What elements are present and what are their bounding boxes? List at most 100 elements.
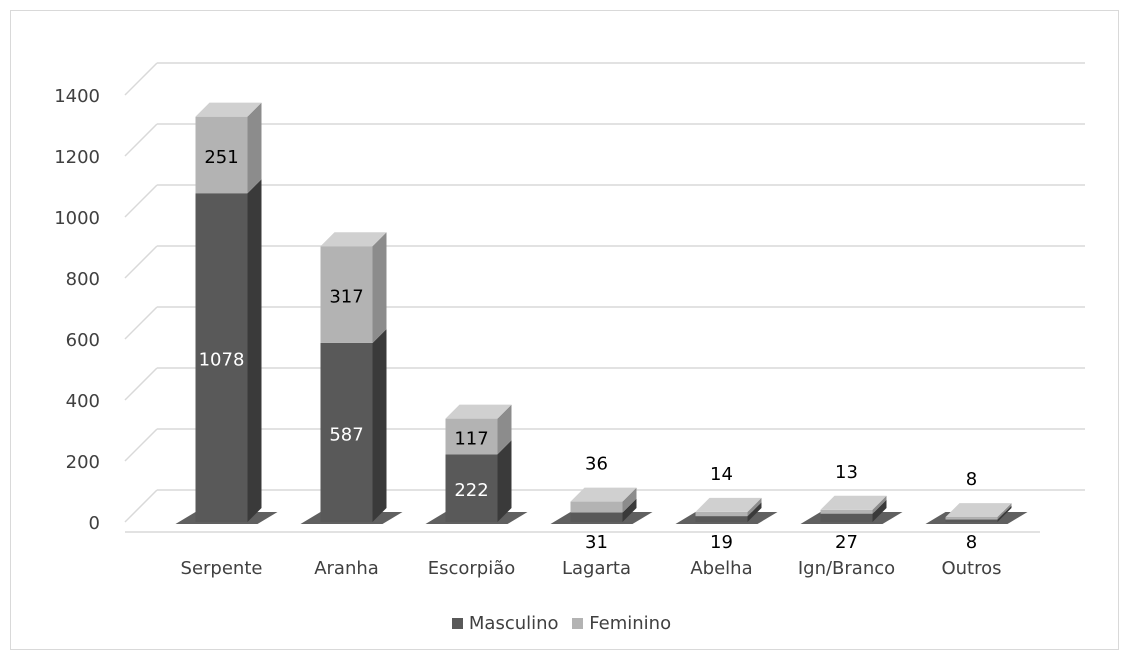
bar-feminino-serpente (195, 102, 262, 194)
bar-feminino-abelha-side (747, 497, 762, 517)
bar-feminino-outros-front (945, 517, 998, 520)
bar-masculino-escorpiao (445, 440, 512, 522)
bar-masculino-abelha-side (747, 502, 762, 522)
bar-masculino-outros-front (945, 519, 998, 522)
legend: Masculino Feminino (0, 613, 1123, 634)
data-label-masculino-serpente: 1078 (199, 350, 245, 371)
bar-feminino-serpente-front (195, 116, 248, 194)
bar-feminino-outros-top (945, 503, 1012, 518)
y-tick-label: 1000 (54, 208, 100, 229)
x-tick-label-aranha: Aranha (314, 558, 379, 579)
bar-masculino-escorpiao-side (497, 440, 512, 522)
bar-masculino-ign-branco (820, 499, 887, 522)
legend-item-masculino: Masculino (451, 613, 559, 634)
bar-masculino-ign-branco-side (872, 499, 887, 522)
bar-feminino-outros (945, 503, 1012, 520)
data-label-masculino-aranha: 587 (329, 424, 363, 445)
bar-feminino-abelha-top (695, 497, 762, 512)
bar-feminino-serpente-top (195, 102, 262, 117)
bar-masculino-outros (945, 505, 1012, 522)
bar-masculino-abelha (695, 502, 762, 522)
bar-feminino-lagarta-side (622, 487, 637, 513)
bar-masculino-lagarta (570, 498, 637, 522)
data-labels: 1078 251 587 317 222 117 31 36 19 14 27 13 8 8 (199, 147, 978, 553)
bar-feminino-aranha-side (372, 232, 387, 343)
bar-masculino-serpente-front (195, 193, 248, 522)
y-tick-label: 0 (89, 513, 100, 534)
bar-feminino-aranha-top (320, 232, 387, 247)
data-label-masculino-escorpiao: 222 (454, 480, 488, 501)
bar-masculino-lagarta-side (622, 498, 637, 522)
y-tick-label: 400 (66, 391, 100, 412)
x-tick-label-escorpiao: Escorpião (428, 558, 516, 579)
x-axis: Serpente Aranha Escorpião Lagarta Abelha Ign/… (181, 558, 1002, 579)
y-tick-label: 200 (66, 452, 100, 473)
gridline-slant (124, 428, 158, 462)
bar-feminino-abelha-front (695, 511, 748, 517)
gridline-slant (124, 306, 158, 340)
y-tick-label: 1200 (54, 147, 100, 168)
data-label-feminino-ign-branco: 13 (835, 462, 858, 483)
bar-feminino-aranha-front (320, 246, 373, 343)
data-label-masculino-abelha: 19 (710, 532, 733, 553)
bar-feminino-abelha (695, 497, 762, 517)
legend-label-feminino: Feminino (589, 613, 672, 634)
bar-feminino-ign-branco (820, 495, 887, 514)
x-tick-label-lagarta: Lagarta (562, 558, 631, 579)
chart-frame (10, 10, 1119, 650)
stacked-3d-bar-chart: 0 200 400 600 800 1000 1200 1400 Serpente Aranha… (54, 62, 1085, 579)
data-label-feminino-escorpiao: 117 (454, 428, 488, 449)
bar-feminino-escorpiao (445, 404, 512, 455)
bar-masculino-serpente-side (247, 179, 262, 522)
data-label-feminino-outros: 8 (966, 469, 977, 490)
data-label-feminino-abelha: 14 (710, 464, 733, 485)
bar-masculino-escorpiao-front (445, 454, 498, 522)
gridline-slant (124, 489, 158, 523)
bar-masculino-outros-side (997, 505, 1012, 522)
legend-swatch-feminino (572, 618, 584, 629)
gridline-slant (124, 184, 158, 218)
legend-swatch-masculino (451, 618, 463, 629)
data-label-feminino-serpente: 251 (204, 147, 238, 168)
data-label-feminino-aranha: 317 (329, 287, 363, 308)
data-label-masculino-ign-branco: 27 (835, 532, 858, 553)
data-label-masculino-lagarta: 31 (585, 532, 608, 553)
y-tick-label: 600 (66, 330, 100, 351)
gridline-slant (124, 62, 158, 96)
gridline-slant (124, 367, 158, 401)
legend-item-feminino: Feminino (572, 613, 671, 634)
y-tick-label: 800 (66, 269, 100, 290)
bar-masculino-aranha-front (320, 342, 373, 522)
bar-feminino-lagarta-front (570, 501, 623, 513)
bar-feminino-outros-side (997, 503, 1012, 520)
gridlines (124, 62, 1085, 523)
gridline-slant (124, 245, 158, 279)
bar-feminino-serpente-side (247, 102, 262, 194)
bar-feminino-ign-branco-front (820, 509, 873, 514)
bar-feminino-escorpiao-top (445, 404, 512, 419)
bar-feminino-lagarta-top (570, 487, 637, 502)
y-axis: 0 200 400 600 800 1000 1200 1400 (54, 86, 100, 534)
bar-masculino-aranha (320, 328, 387, 522)
bar-feminino-escorpiao-front (445, 418, 498, 455)
bar-masculino-lagarta-front (570, 512, 623, 522)
bar-feminino-escorpiao-side (497, 404, 512, 455)
x-tick-label-ign-branco: Ign/Branco (798, 558, 895, 579)
y-tick-label: 1400 (54, 86, 100, 107)
data-label-masculino-outros: 8 (966, 532, 977, 553)
data-label-feminino-lagarta: 36 (585, 454, 608, 475)
bar-feminino-ign-branco-side (872, 495, 887, 514)
bar-feminino-aranha (320, 232, 387, 343)
x-tick-label-abelha: Abelha (690, 558, 752, 579)
legend-label-masculino: Masculino (468, 613, 559, 634)
x-tick-label-serpente: Serpente (181, 558, 263, 579)
bar-masculino-abelha-front (695, 516, 748, 522)
bar-feminino-lagarta (570, 487, 637, 513)
bars (175, 102, 1028, 524)
gridline-slant (124, 123, 158, 157)
bar-masculino-serpente (195, 179, 262, 522)
bar-masculino-ign-branco-front (820, 513, 873, 522)
bar-feminino-ign-branco-top (820, 495, 887, 510)
x-tick-label-outros: Outros (941, 558, 1001, 579)
bar-masculino-aranha-side (372, 328, 387, 522)
